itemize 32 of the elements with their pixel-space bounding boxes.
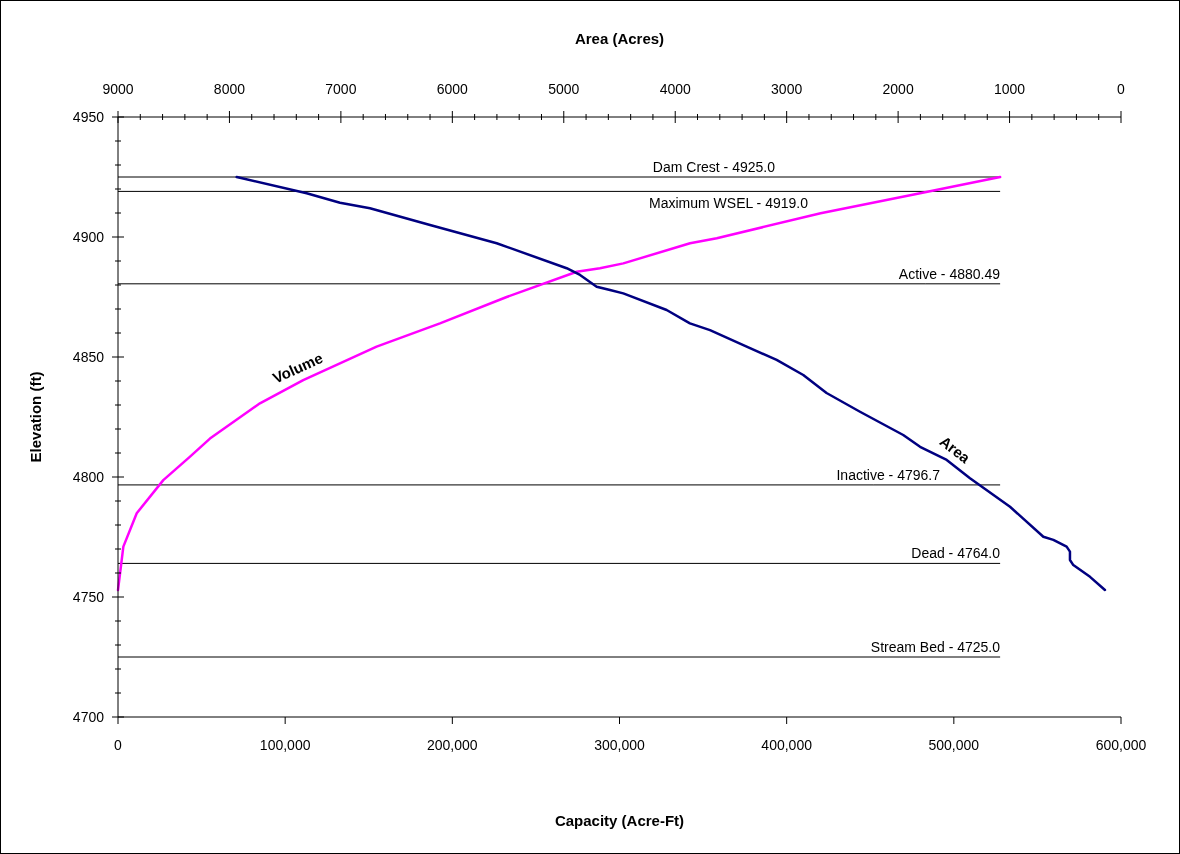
x-tick-label: 400,000 xyxy=(761,737,813,753)
y-tick-label: 4700 xyxy=(72,709,105,725)
x2-tick-label: 1000 xyxy=(993,81,1026,97)
x2-tick-label: 8000 xyxy=(213,81,246,97)
x2-tick-label: 9000 xyxy=(102,81,134,97)
x2-tick-label: 0 xyxy=(1117,81,1126,97)
ref-line-label: Dam Crest - 4925.0 xyxy=(652,159,776,175)
y-tick-label: 4800 xyxy=(72,469,105,485)
y-tick-label: 4950 xyxy=(72,109,105,125)
ref-line-label: Inactive - 4796.7 xyxy=(836,466,941,483)
x-axis-title: Capacity (Acre-Ft) xyxy=(554,812,685,829)
x-tick-label: 300,000 xyxy=(594,737,646,753)
y-tick-label: 4750 xyxy=(72,589,105,605)
ref-line-label: Dead - 4764.0 xyxy=(911,545,1001,562)
y-tick-label: 4900 xyxy=(72,229,105,245)
y-axis-title: Elevation (ft) xyxy=(27,371,44,463)
x2-tick-label: 2000 xyxy=(882,81,914,97)
x-tick-label: 100,000 xyxy=(259,737,311,753)
x2-tick-label: 7000 xyxy=(325,81,357,97)
ref-line-label: Maximum WSEL - 4919.0 xyxy=(649,195,809,212)
y-tick-label: 4850 xyxy=(72,349,105,365)
x-tick-label: 600,000 xyxy=(1095,737,1147,753)
x2-tick-label: 6000 xyxy=(436,81,469,97)
x2-axis-title: Area (Acres) xyxy=(574,30,665,47)
x2-tick-label: 5000 xyxy=(548,81,580,97)
ref-line-label: Stream Bed - 4725.0 xyxy=(870,639,1001,655)
x-tick-label: 200,000 xyxy=(427,737,478,753)
ref-line-label: Active - 4880.49 xyxy=(898,265,1001,282)
x-tick-label: 500,000 xyxy=(928,737,980,753)
x-tick-label: 0 xyxy=(114,737,123,753)
x2-tick-label: 4000 xyxy=(659,81,691,97)
x2-tick-label: 3000 xyxy=(771,81,803,97)
